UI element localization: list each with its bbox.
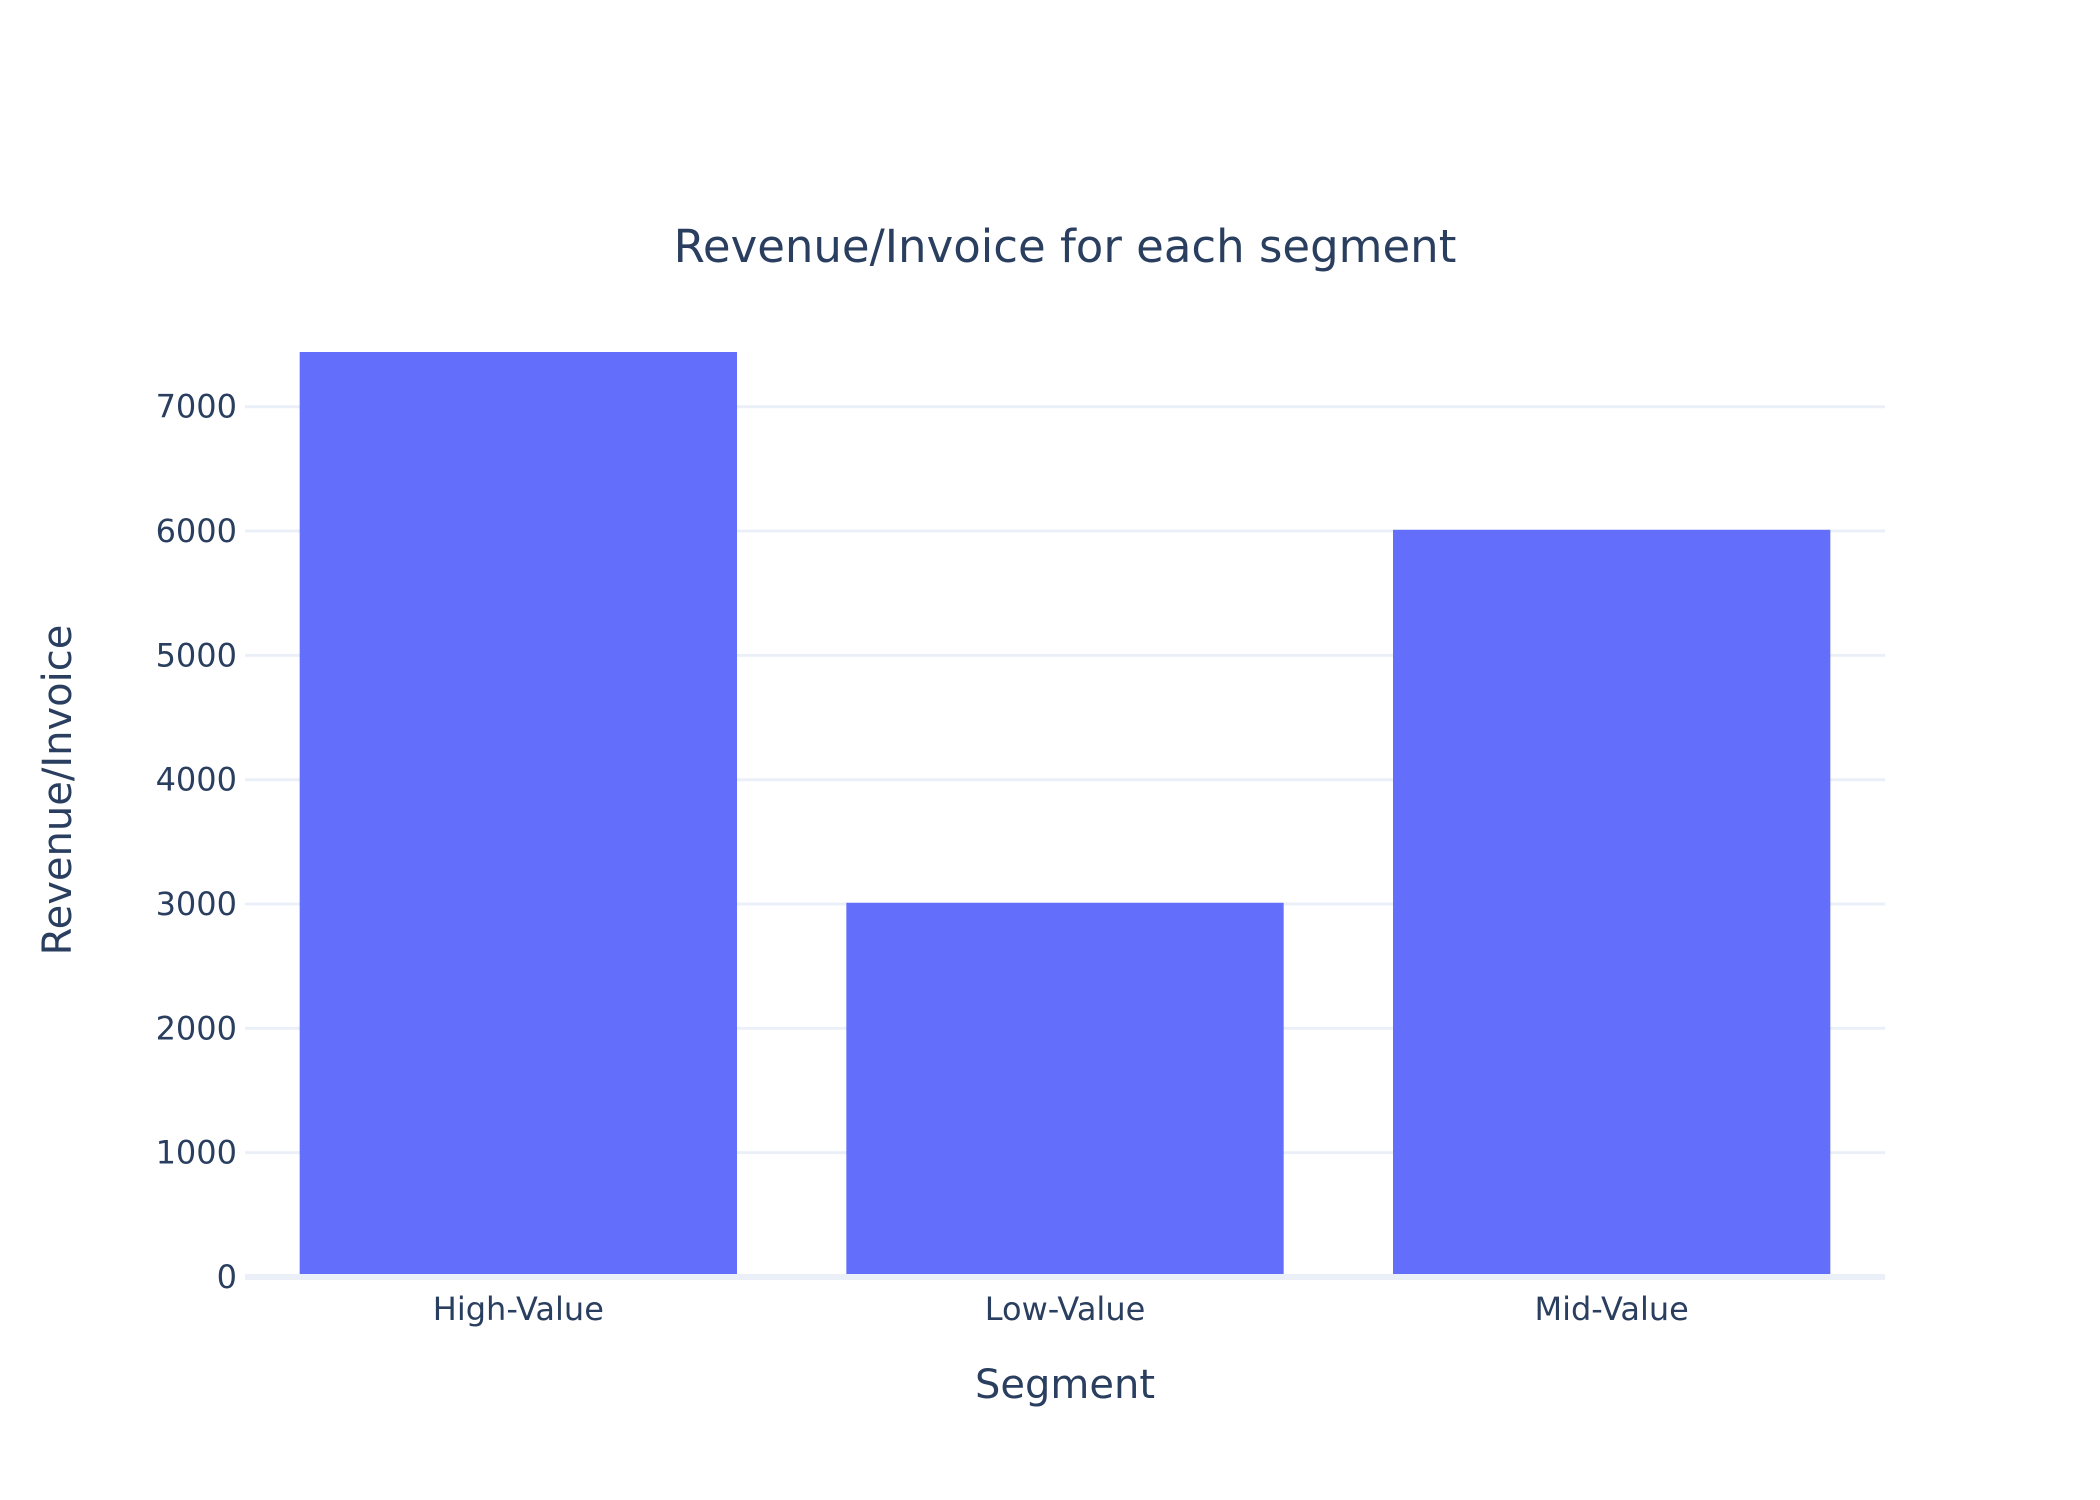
x-axis-title: Segment: [975, 1362, 1155, 1408]
y-axis-title: Revenue/Invoice: [35, 625, 81, 956]
y-tick-label: 6000: [156, 512, 237, 550]
y-tick-label: 4000: [156, 761, 237, 799]
x-tick-label-high-value: High-Value: [433, 1290, 604, 1328]
bar-high-value: [299, 352, 737, 1277]
bar-mid-value: [1393, 529, 1831, 1277]
y-tick-label: 0: [217, 1258, 237, 1296]
x-tick-label-mid-value: Mid-Value: [1534, 1290, 1688, 1328]
x-axis-ticks: High-Value Low-Value Mid-Value: [433, 1290, 1689, 1328]
y-tick-label: 2000: [156, 1009, 237, 1047]
y-axis-ticks: 0 1000 2000 3000 4000 5000 6000 7000: [156, 388, 237, 1296]
y-tick-label: 3000: [156, 885, 237, 923]
y-tick-label: 5000: [156, 636, 237, 674]
chart-title: Revenue/Invoice for each segment: [674, 220, 1457, 273]
y-tick-label: 1000: [156, 1134, 237, 1172]
y-tick-label: 7000: [156, 388, 237, 426]
x-tick-label-low-value: Low-Value: [985, 1290, 1146, 1328]
bars: [299, 352, 1831, 1277]
bar-low-value: [846, 902, 1284, 1277]
